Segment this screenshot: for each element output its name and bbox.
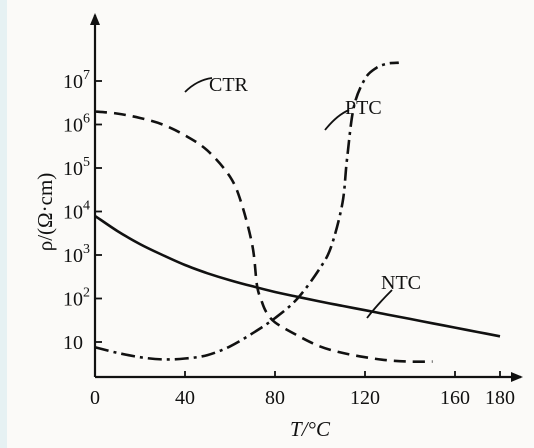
x-tick-label: 80 xyxy=(265,387,285,409)
y-tick-label: 103 xyxy=(63,242,90,267)
x-tick-label: 180 xyxy=(485,387,515,409)
series-label-ntc: NTC xyxy=(381,272,421,294)
y-tick-label: 106 xyxy=(63,112,90,137)
y-tick-label: 105 xyxy=(63,155,90,180)
y-axis-label: ρ/(Ω·cm) xyxy=(33,173,57,252)
ntc-leader-line xyxy=(366,289,393,319)
ptc-leader-line xyxy=(324,109,350,131)
series-line-ctr xyxy=(94,110,433,363)
ctr-leader-line xyxy=(184,77,213,93)
chart-frame: 0 40 80 120 160 180 10 102 103 104 105 106 107 ρ/(Ω… xyxy=(7,0,534,448)
y-tick-label: 107 xyxy=(63,68,90,93)
x-axis-label: T/°C xyxy=(290,417,331,441)
series-line-ntc xyxy=(94,214,501,338)
x-tick-label: 160 xyxy=(440,387,470,409)
resistivity-temperature-chart: 0 40 80 120 160 180 10 102 103 104 105 106 107 ρ/(Ω… xyxy=(33,13,523,441)
series-label-ctr: CTR xyxy=(209,74,249,96)
y-tick-label: 104 xyxy=(63,199,90,224)
x-tick-label: 0 xyxy=(90,387,100,409)
x-tick-label: 40 xyxy=(175,387,195,409)
y-tick-label: 102 xyxy=(63,286,90,311)
series-line-ptc xyxy=(94,61,399,361)
x-tick-label: 120 xyxy=(350,387,380,409)
series-label-ptc: PTC xyxy=(345,97,382,119)
y-tick-label: 10 xyxy=(63,332,83,354)
